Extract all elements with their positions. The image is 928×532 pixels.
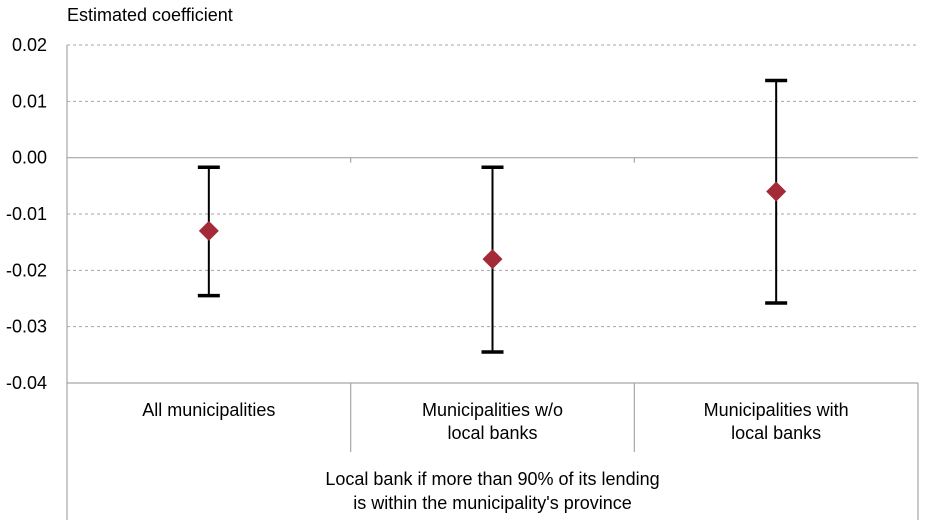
category-label: local banks	[731, 423, 821, 443]
data-point	[482, 249, 503, 270]
group-label: is within the municipality's province	[353, 493, 632, 513]
y-tick-label: -0.01	[6, 204, 47, 224]
y-tick-label: 0.02	[12, 35, 47, 55]
y-tick-label: -0.04	[6, 373, 47, 393]
y-tick-label: 0.00	[12, 148, 47, 168]
group-label: Local bank if more than 90% of its lendi…	[325, 469, 659, 489]
category-label: All municipalities	[142, 400, 275, 420]
y-tick-label: -0.03	[6, 317, 47, 337]
category-label: Municipalities with	[704, 400, 849, 420]
y-axis-title: Estimated coefficient	[67, 5, 233, 25]
data-point	[766, 181, 787, 202]
data-marks	[197, 78, 788, 354]
y-tick-label: 0.01	[12, 91, 47, 111]
y-tick-label: -0.02	[6, 260, 47, 280]
y-tick-labels: 0.02 0.01 0.00 -0.01 -0.02 -0.03 -0.04	[6, 35, 47, 393]
category-label: Municipalities w/o	[422, 400, 563, 420]
category-labels: All municipalities Municipalities w/o loca…	[142, 400, 848, 513]
axes	[66, 45, 919, 520]
category-label: local banks	[447, 423, 537, 443]
data-point	[198, 220, 219, 241]
